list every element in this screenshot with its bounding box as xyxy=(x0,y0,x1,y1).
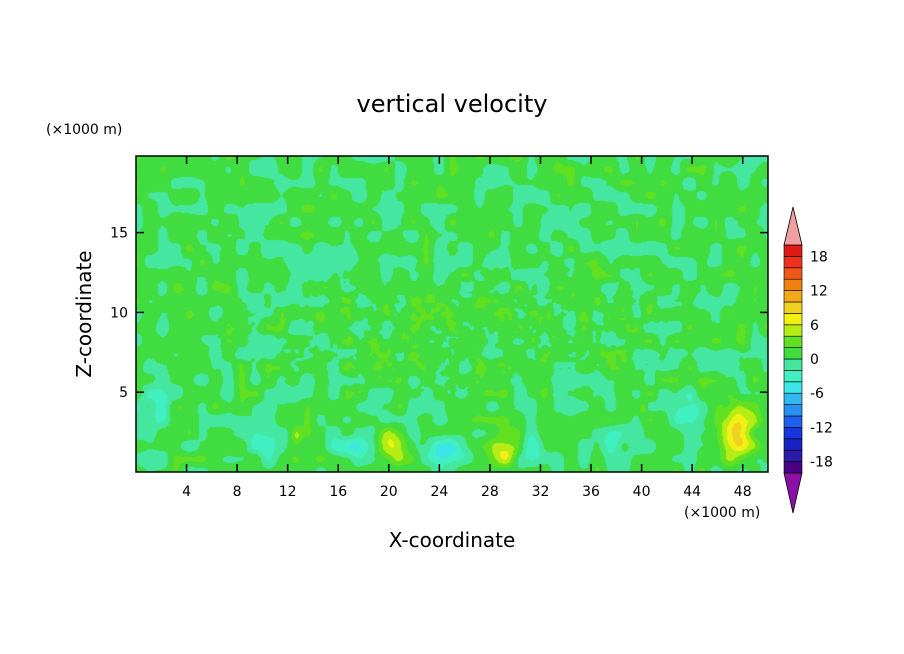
x-tick-label: 36 xyxy=(582,484,600,500)
colorbar-swatch xyxy=(783,415,803,428)
colorbar-swatch xyxy=(783,381,803,394)
colorbar-swatch xyxy=(783,335,803,348)
x-tick-label: 48 xyxy=(734,484,752,500)
colorbar-swatch xyxy=(783,313,803,326)
colorbar-swatch xyxy=(783,449,803,462)
colorbar-label: 0 xyxy=(810,352,819,368)
x-tick-label: 4 xyxy=(182,484,191,500)
colorbar-under-triangle xyxy=(783,472,803,514)
x-unit-label: (×1000 m) xyxy=(684,505,760,521)
plot-frame xyxy=(135,155,769,473)
colorbar-swatch xyxy=(783,358,803,371)
colorbar-swatch xyxy=(783,438,803,451)
x-tick-label: 8 xyxy=(233,484,242,500)
y-tick-label: 10 xyxy=(110,305,128,321)
colorbar-label: -12 xyxy=(810,420,833,436)
colorbar-swatch xyxy=(783,427,803,440)
x-tick-label: 44 xyxy=(683,484,701,500)
colorbar-label: 12 xyxy=(810,284,828,300)
x-tick-label: 16 xyxy=(329,484,347,500)
colorbar-label: 6 xyxy=(810,318,819,334)
colorbar-swatch xyxy=(783,290,803,303)
colorbar-swatch xyxy=(783,301,803,314)
colorbar-swatch xyxy=(783,244,803,257)
velocity-field xyxy=(136,156,768,472)
x-axis-label: X-coordinate xyxy=(389,528,516,552)
y-tick-label: 15 xyxy=(110,226,128,242)
colorbar-swatch xyxy=(783,278,803,291)
colorbar-over-triangle xyxy=(783,206,803,246)
colorbar-swatch xyxy=(783,267,803,280)
x-tick-label: 40 xyxy=(633,484,651,500)
colorbar-swatch xyxy=(783,392,803,405)
colorbar-swatch xyxy=(783,324,803,337)
chart-title: vertical velocity xyxy=(357,90,548,118)
y-tick-label: 5 xyxy=(119,385,128,401)
colorbar-swatch xyxy=(783,370,803,383)
x-tick-label: 24 xyxy=(430,484,448,500)
y-axis-label: Z-coordinate xyxy=(72,250,96,377)
colorbar: 18 12 6 0 -6 -12 -18 xyxy=(783,206,833,514)
colorbar-swatch xyxy=(783,256,803,269)
colorbar-label: 18 xyxy=(810,249,828,265)
colorbar-swatch xyxy=(783,347,803,360)
colorbar-label: -18 xyxy=(810,455,833,471)
colorbar-swatch xyxy=(783,461,803,474)
x-axis-ticks: 4 8 12 16 20 24 28 32 36 40 44 48 xyxy=(182,156,752,500)
x-tick-label: 32 xyxy=(532,484,550,500)
y-axis-ticks: 5 10 15 xyxy=(110,226,768,401)
x-tick-label: 12 xyxy=(279,484,297,500)
y-unit-label: (×1000 m) xyxy=(46,122,122,138)
x-tick-label: 28 xyxy=(481,484,499,500)
plot-area xyxy=(136,156,768,472)
colorbar-swatch xyxy=(783,404,803,417)
colorbar-label: -6 xyxy=(810,386,824,402)
x-tick-label: 20 xyxy=(380,484,398,500)
